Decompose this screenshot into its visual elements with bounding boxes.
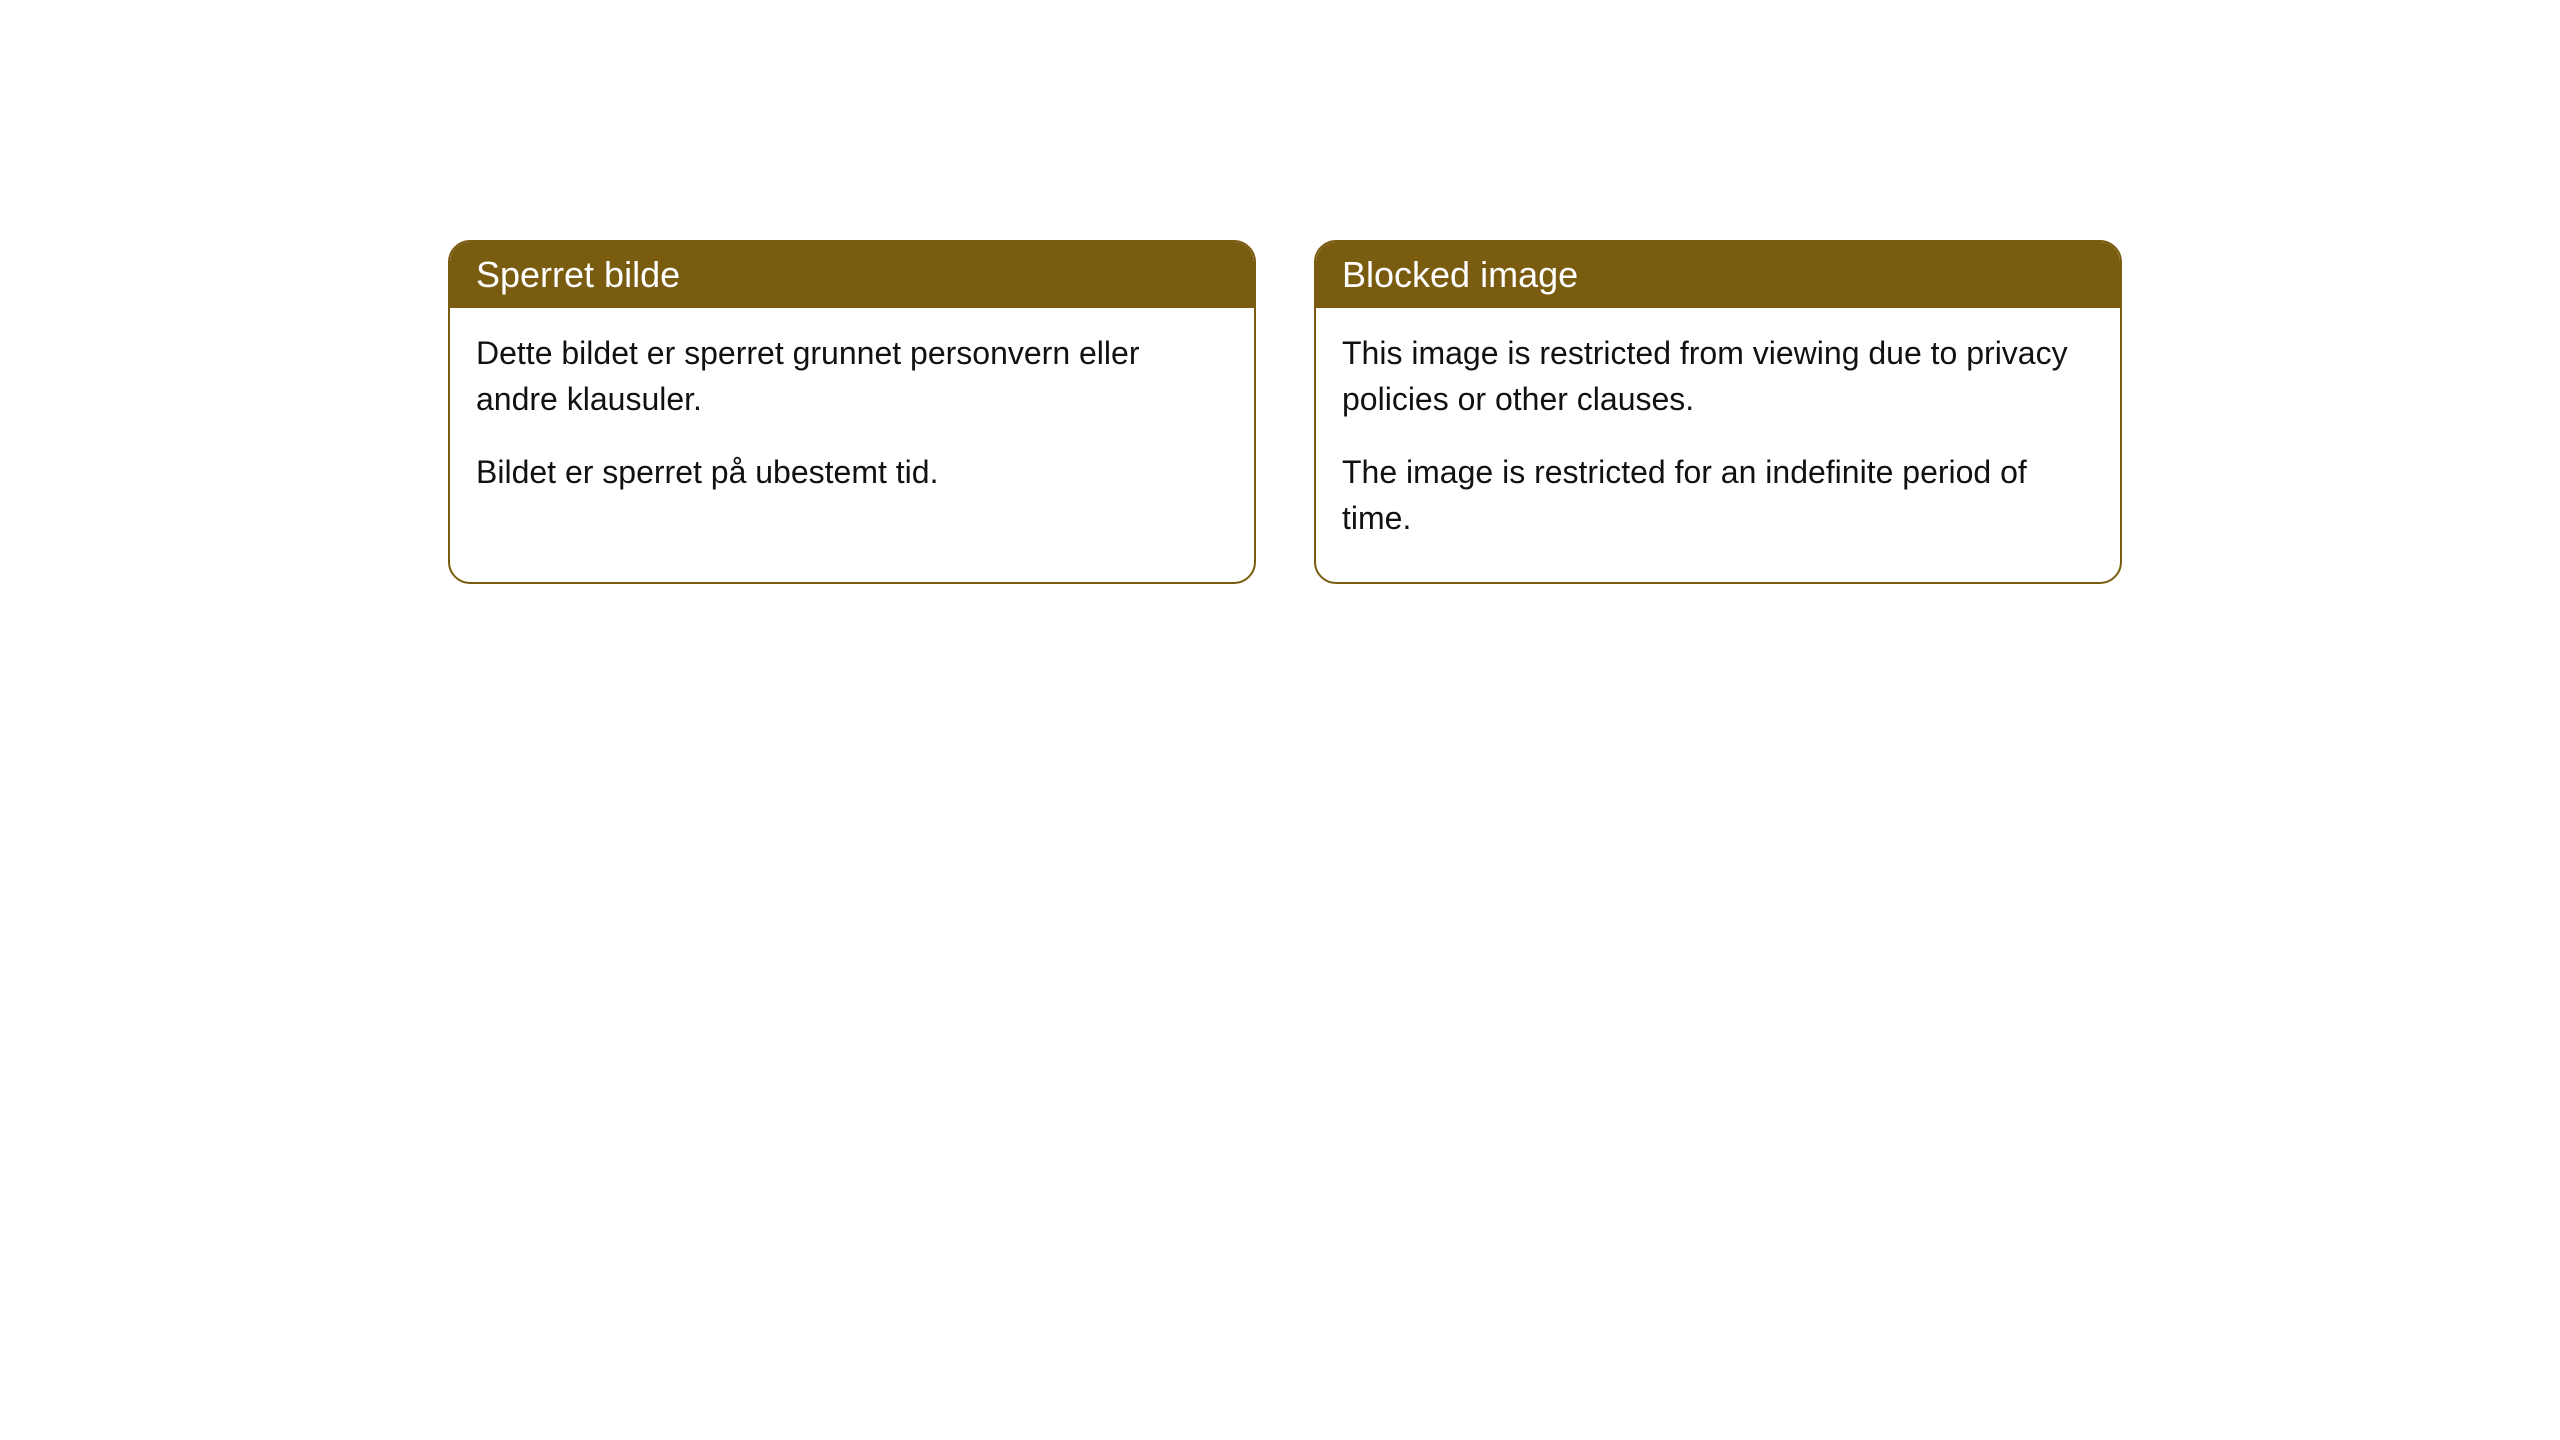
card-paragraph: This image is restricted from viewing du… xyxy=(1342,330,2094,423)
blocked-image-card-no: Sperret bilde Dette bildet er sperret gr… xyxy=(448,240,1256,584)
card-body: This image is restricted from viewing du… xyxy=(1316,308,2120,582)
notice-card-row: Sperret bilde Dette bildet er sperret gr… xyxy=(0,0,2560,584)
card-paragraph: Dette bildet er sperret grunnet personve… xyxy=(476,330,1228,423)
card-title: Blocked image xyxy=(1316,242,2120,308)
card-title: Sperret bilde xyxy=(450,242,1254,308)
card-body: Dette bildet er sperret grunnet personve… xyxy=(450,308,1254,535)
card-paragraph: Bildet er sperret på ubestemt tid. xyxy=(476,449,1228,495)
card-paragraph: The image is restricted for an indefinit… xyxy=(1342,449,2094,542)
blocked-image-card-en: Blocked image This image is restricted f… xyxy=(1314,240,2122,584)
